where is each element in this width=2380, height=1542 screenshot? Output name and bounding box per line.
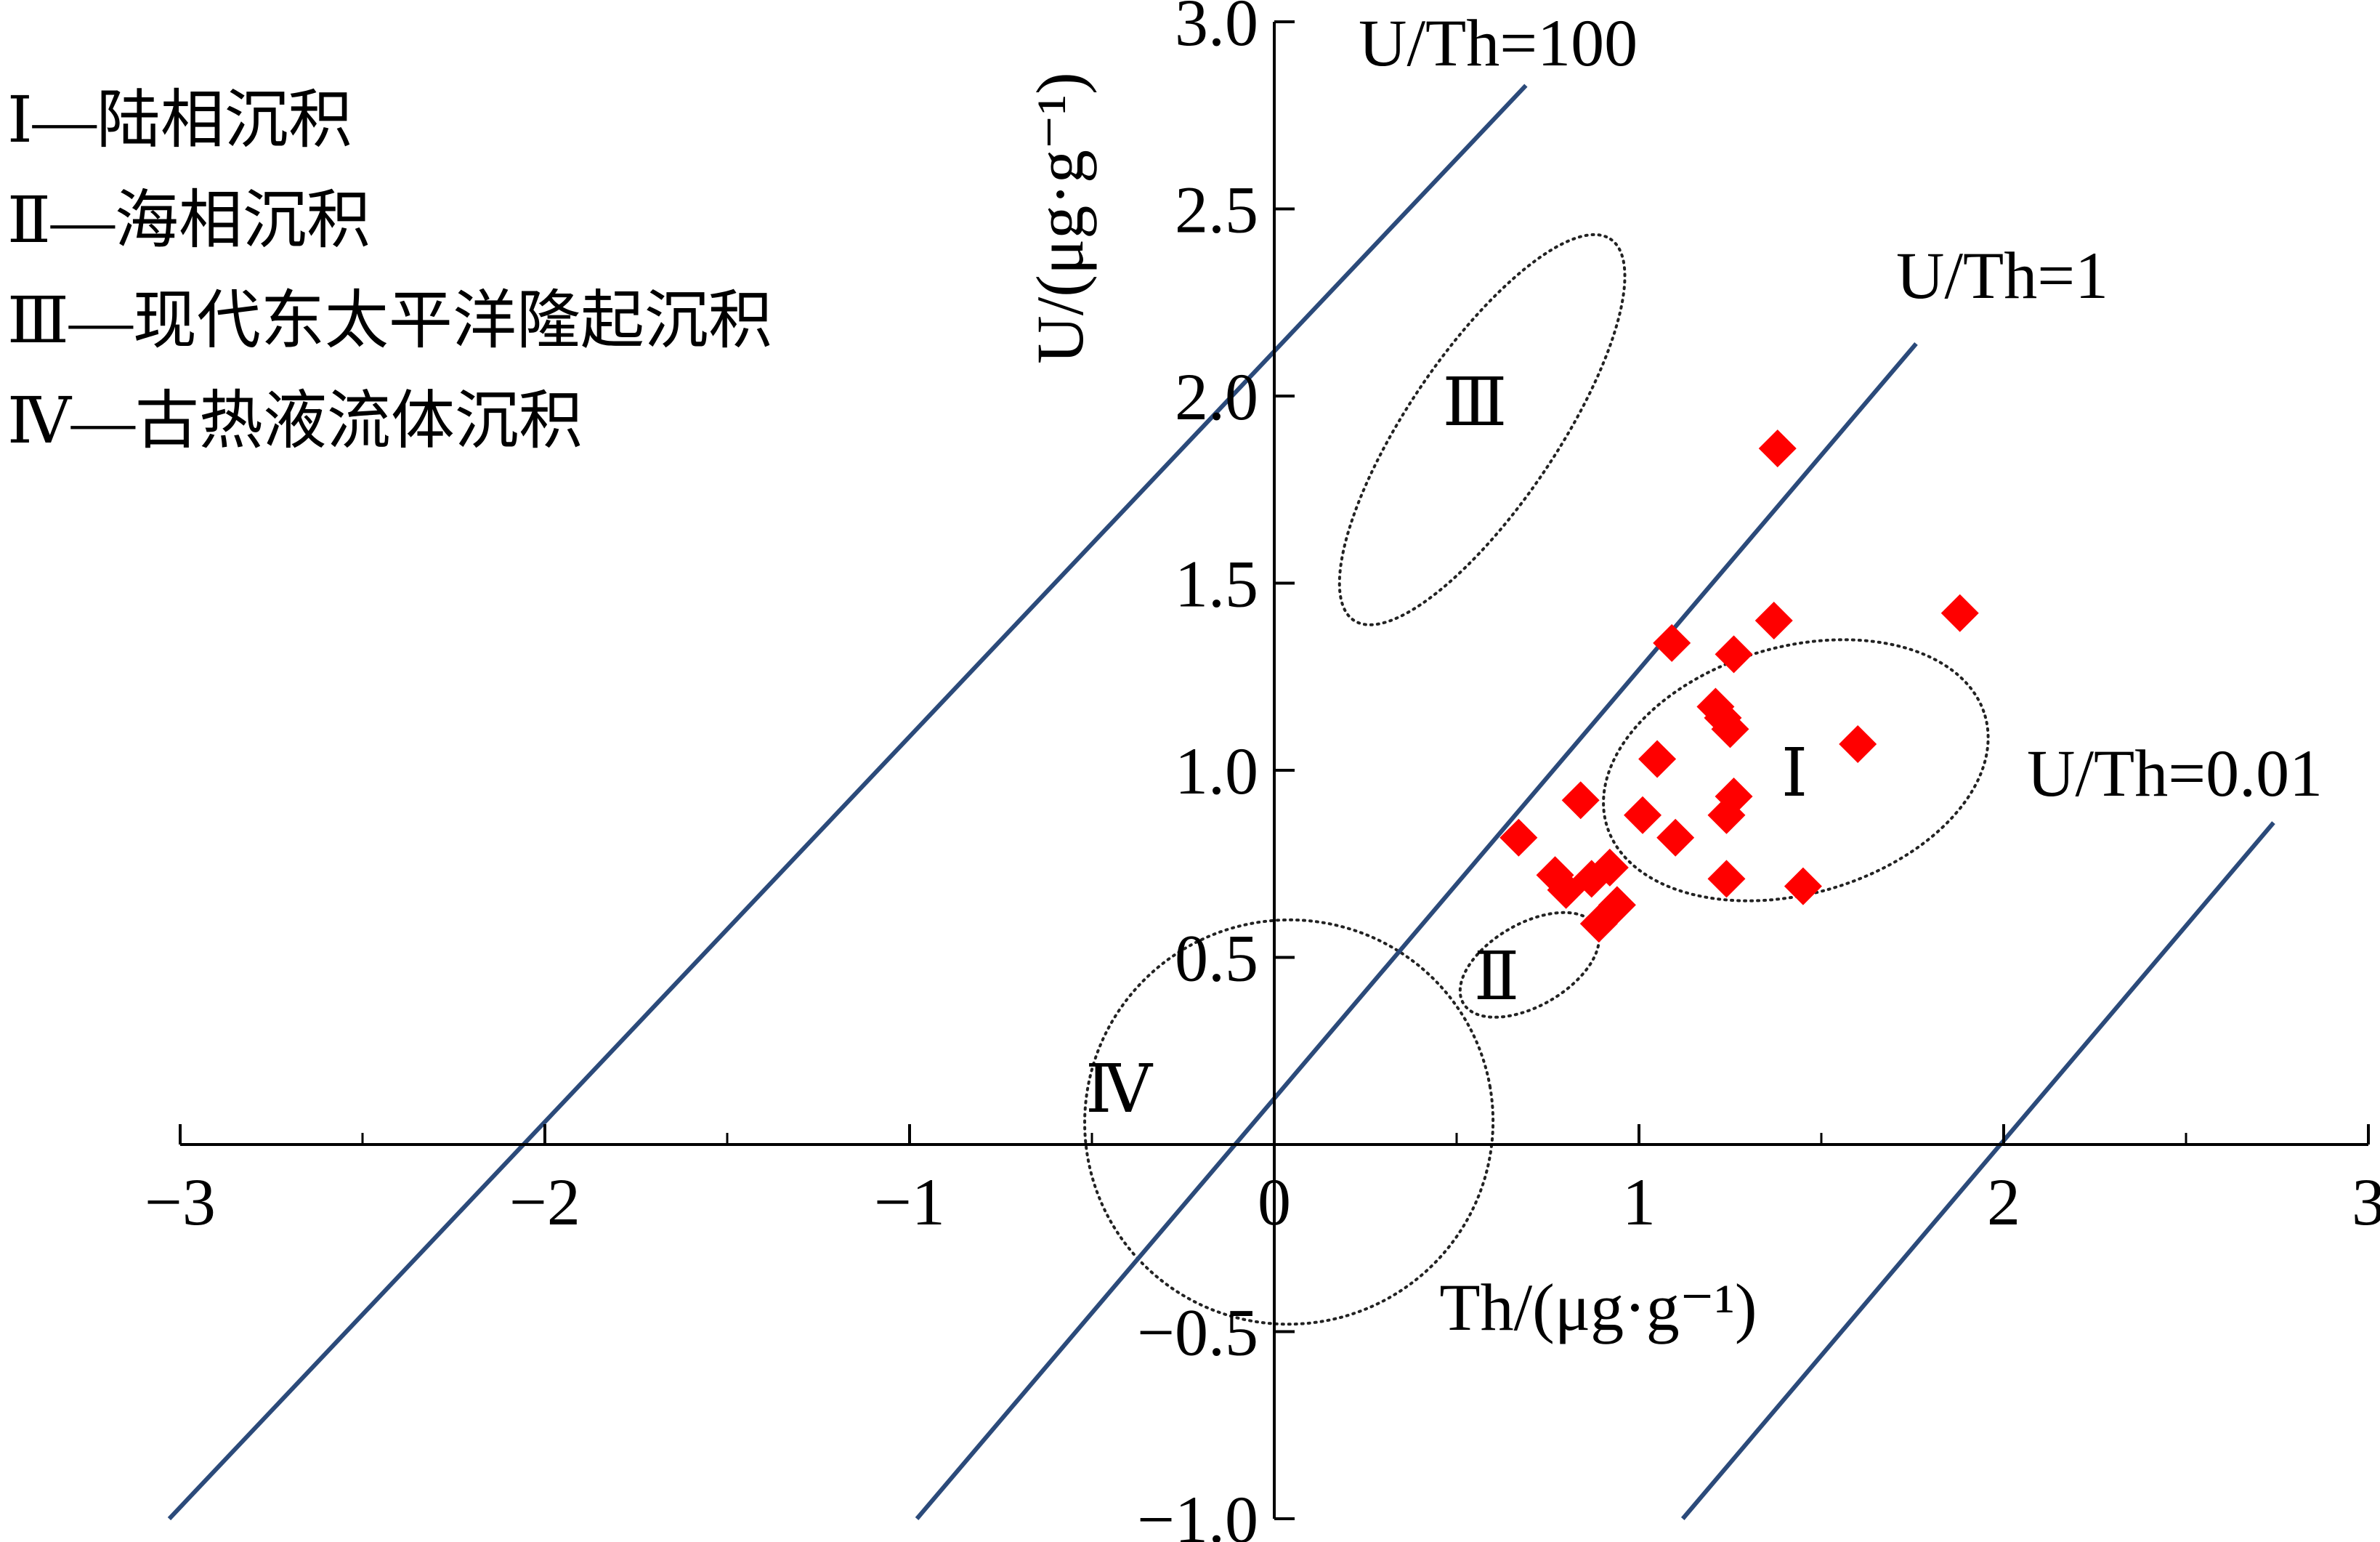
x-tick-label: −2	[509, 1165, 580, 1239]
legend-entry-3: Ⅲ—现代东太平洋隆起沉积	[7, 286, 772, 357]
data-point	[1758, 429, 1797, 468]
x-tick-label: 3	[2352, 1165, 2380, 1239]
data-point	[1579, 905, 1618, 943]
region-label-3: Ⅲ	[1443, 366, 1507, 440]
data-point	[1624, 796, 1662, 834]
y-tick-label: 2.0	[1175, 360, 1258, 434]
data-point	[1754, 602, 1793, 639]
x-tick-label: 0	[1258, 1165, 1291, 1239]
data-point	[1653, 623, 1691, 662]
region-ellipse-1	[1602, 638, 1990, 903]
y-tick-label: −0.5	[1137, 1296, 1258, 1370]
data-point	[1561, 781, 1600, 820]
region-label-2: Ⅱ	[1474, 940, 1520, 1014]
data-point	[1707, 796, 1746, 834]
y-tick-label: −1.0	[1137, 1482, 1258, 1542]
data-point	[1656, 818, 1695, 857]
y-tick-label: 0.5	[1175, 921, 1258, 996]
x-tick-label: 2	[1987, 1165, 2020, 1239]
region-label-4: Ⅳ	[1085, 1052, 1154, 1126]
data-point	[1638, 740, 1677, 778]
reference-line-1	[167, 84, 1528, 1521]
data-point	[1547, 871, 1585, 909]
y-tick-label: 1.5	[1175, 547, 1258, 621]
region-ellipse-2	[1458, 911, 1600, 1019]
data-point	[1715, 635, 1753, 674]
data-point	[1499, 818, 1538, 857]
reference-line-label-3: U/Th=0.01	[2027, 736, 2323, 810]
x-tick-label: −3	[145, 1165, 216, 1239]
reference-line-2	[915, 342, 1918, 1520]
data-point	[1784, 867, 1822, 905]
y-tick-label: 1.0	[1175, 734, 1258, 808]
data-point	[1707, 860, 1746, 898]
x-tick-label: −1	[874, 1165, 945, 1239]
y-tick-label: 3.0	[1175, 0, 1258, 60]
data-point	[1839, 724, 1877, 763]
reference-line-label-1: U/Th=100	[1359, 6, 1638, 80]
region-ellipse-3	[1337, 233, 1627, 626]
x-tick-label: 1	[1622, 1165, 1656, 1239]
x-axis-title: Th/(μg·g⁻¹)	[1439, 1270, 1757, 1344]
data-point	[1711, 710, 1749, 748]
region-ellipse-4	[1083, 918, 1495, 1326]
reference-line-label-2: U/Th=1	[1896, 238, 2108, 312]
legend-entry-2: Ⅱ—海相沉积	[7, 186, 371, 257]
legend-entry-1: Ⅰ—陆相沉积	[7, 86, 352, 156]
data-point	[1940, 594, 1979, 632]
reference-line-3	[1680, 821, 2275, 1520]
y-axis-title: U/(μg·g⁻¹)	[1023, 72, 1097, 363]
region-label-1: Ⅰ	[1781, 736, 1808, 810]
legend-entry-4: Ⅳ—古热液流体沉积	[7, 387, 583, 457]
y-tick-label: 2.5	[1175, 173, 1258, 247]
